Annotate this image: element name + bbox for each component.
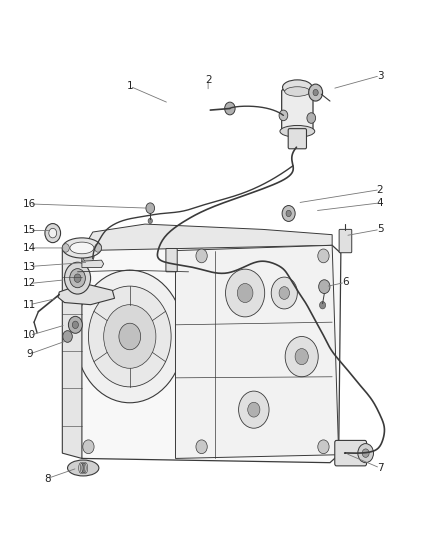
Ellipse shape	[62, 238, 102, 258]
Circle shape	[62, 244, 69, 252]
Text: 3: 3	[377, 70, 383, 80]
Text: 2: 2	[205, 75, 212, 85]
Text: 16: 16	[23, 199, 36, 209]
FancyBboxPatch shape	[288, 128, 307, 149]
Circle shape	[362, 449, 369, 457]
Circle shape	[319, 280, 330, 294]
Text: 8: 8	[44, 474, 50, 483]
Text: 7: 7	[377, 463, 383, 473]
Circle shape	[279, 110, 288, 120]
Ellipse shape	[285, 87, 310, 96]
Circle shape	[70, 269, 85, 288]
Circle shape	[45, 223, 60, 243]
FancyBboxPatch shape	[339, 229, 352, 253]
Polygon shape	[82, 224, 332, 251]
Circle shape	[248, 402, 260, 417]
Ellipse shape	[283, 80, 312, 95]
Circle shape	[282, 206, 295, 221]
Text: 12: 12	[23, 278, 36, 288]
Polygon shape	[176, 245, 339, 458]
Circle shape	[271, 277, 297, 309]
Circle shape	[225, 102, 235, 115]
Text: 9: 9	[26, 349, 33, 359]
FancyBboxPatch shape	[166, 248, 177, 272]
Ellipse shape	[70, 242, 94, 254]
Text: 11: 11	[23, 300, 36, 310]
Circle shape	[88, 286, 171, 387]
Text: 1: 1	[127, 81, 133, 91]
Text: 2: 2	[377, 184, 383, 195]
Circle shape	[83, 249, 94, 263]
Circle shape	[237, 284, 253, 303]
Text: 4: 4	[377, 198, 383, 208]
Circle shape	[95, 244, 102, 252]
Circle shape	[119, 323, 141, 350]
Text: 15: 15	[23, 225, 36, 236]
Ellipse shape	[67, 460, 99, 476]
Circle shape	[83, 440, 94, 454]
Circle shape	[309, 84, 322, 101]
Circle shape	[68, 317, 82, 333]
Circle shape	[104, 305, 156, 368]
Text: 14: 14	[23, 243, 36, 253]
Circle shape	[226, 269, 265, 317]
Circle shape	[75, 270, 184, 403]
Circle shape	[148, 218, 152, 223]
Circle shape	[64, 262, 91, 294]
Circle shape	[318, 440, 329, 454]
Circle shape	[74, 274, 81, 282]
Circle shape	[146, 203, 155, 214]
Circle shape	[49, 228, 57, 238]
Ellipse shape	[280, 125, 315, 137]
Circle shape	[318, 249, 329, 263]
Circle shape	[196, 249, 207, 263]
Circle shape	[285, 336, 318, 377]
Polygon shape	[58, 284, 115, 305]
Text: 5: 5	[377, 224, 383, 235]
Circle shape	[295, 349, 308, 365]
Text: 10: 10	[23, 330, 36, 341]
Circle shape	[63, 330, 72, 342]
FancyBboxPatch shape	[335, 440, 367, 466]
Text: 13: 13	[23, 262, 36, 271]
Polygon shape	[82, 260, 104, 268]
Circle shape	[286, 211, 291, 216]
Circle shape	[72, 321, 78, 328]
Text: 6: 6	[342, 277, 349, 287]
FancyBboxPatch shape	[282, 90, 313, 133]
Polygon shape	[78, 240, 341, 463]
Circle shape	[320, 302, 325, 309]
Circle shape	[307, 113, 316, 123]
Circle shape	[279, 287, 290, 300]
Polygon shape	[62, 243, 82, 458]
Circle shape	[239, 391, 269, 428]
Circle shape	[358, 443, 374, 463]
Circle shape	[196, 440, 207, 454]
Circle shape	[313, 90, 318, 96]
